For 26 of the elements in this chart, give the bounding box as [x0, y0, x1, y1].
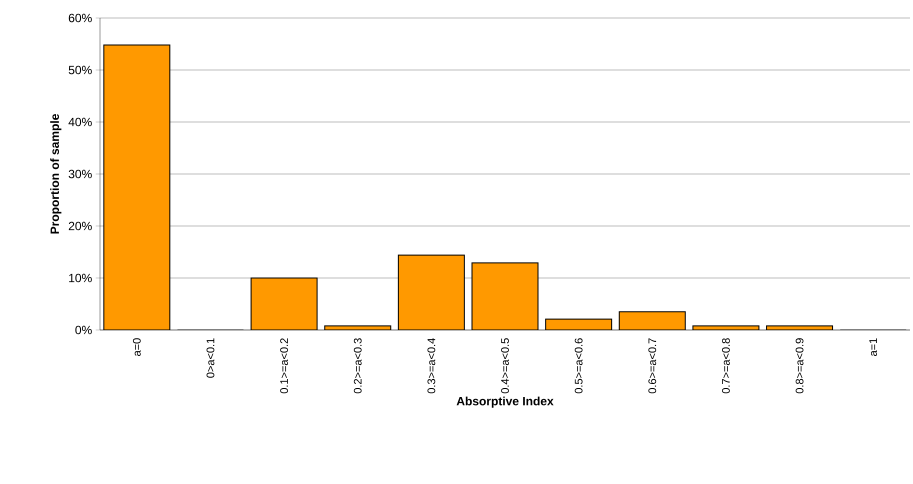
x-tick-label: 0.5>=a<0.6	[574, 338, 583, 394]
x-tick-label: 0>a<0.1	[206, 338, 214, 378]
y-tick-label: 10%	[69, 274, 92, 282]
x-tick-label: a=0	[132, 338, 141, 356]
y-axis-title: Proportion of sample	[50, 114, 62, 234]
x-tick-label: 0.3>=a<0.4	[427, 338, 436, 394]
x-tick-label: 0.6>=a<0.7	[648, 338, 656, 394]
y-tick-label: 40%	[68, 118, 92, 126]
y-tick-label: 50%	[68, 66, 92, 74]
bar	[250, 278, 318, 330]
bar	[546, 319, 612, 330]
y-tick-label: 60%	[68, 14, 92, 22]
x-tick-label: a=1	[869, 338, 878, 356]
x-tick-label: 0.8>=a<0.9	[796, 338, 804, 394]
y-tick-label: 0%	[75, 326, 92, 334]
bar	[618, 311, 686, 330]
x-tick-label: 0.4>=a<0.5	[501, 338, 509, 394]
y-tick-label: 20%	[68, 222, 92, 230]
x-tick-label: 0.2>=a<0.3	[354, 338, 362, 394]
x-tick-label: 0.7>=a<0.8	[722, 338, 730, 394]
y-tick-label: 30%	[68, 170, 92, 178]
bar	[398, 254, 465, 330]
x-axis-title: Absorptive Index	[456, 396, 554, 408]
bar	[472, 262, 539, 330]
x-tick-label: 0.1>=a<0.2	[280, 338, 288, 394]
bar	[103, 44, 170, 330]
